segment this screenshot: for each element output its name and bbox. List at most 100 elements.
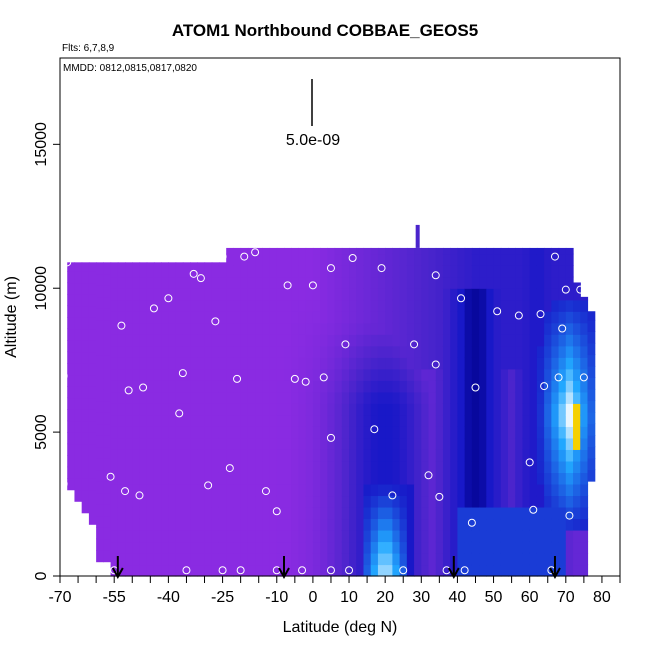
field-cell	[103, 388, 112, 402]
field-cell	[558, 334, 567, 347]
field-cell	[255, 414, 263, 427]
field-cell	[110, 334, 119, 347]
field-cell	[139, 299, 148, 312]
field-cell	[240, 449, 249, 462]
field-cell	[312, 322, 321, 335]
field-cell	[139, 265, 148, 278]
field-cell	[67, 386, 76, 399]
field-cell	[284, 437, 292, 450]
field-cell	[103, 538, 112, 551]
field-cell	[284, 357, 292, 370]
field-cell	[197, 334, 206, 347]
field-cell	[471, 414, 480, 427]
field-cell	[327, 334, 336, 347]
field-cell	[233, 322, 242, 335]
field-cell	[471, 265, 480, 278]
field-cell	[442, 247, 451, 255]
field-cell	[457, 288, 466, 301]
field-cell	[255, 334, 263, 347]
sample-point	[139, 383, 148, 392]
field-cell	[190, 483, 198, 497]
sample-point	[457, 294, 466, 303]
field-cell	[110, 288, 119, 301]
field-cell	[211, 380, 220, 393]
field-cell	[341, 311, 350, 324]
field-cell	[558, 247, 567, 255]
field-cell	[327, 322, 336, 335]
field-cell	[515, 529, 524, 543]
field-cell	[385, 564, 393, 577]
field-cell	[442, 483, 451, 497]
field-cell	[240, 322, 249, 335]
field-cell	[565, 334, 574, 347]
field-cell	[580, 391, 589, 404]
field-cell	[421, 357, 430, 370]
field-cell	[334, 265, 343, 278]
field-cell	[204, 345, 213, 358]
field-cell	[153, 288, 162, 301]
field-cell	[146, 334, 155, 347]
field-cell	[536, 460, 545, 473]
field-cell	[211, 357, 220, 370]
field-cell	[334, 552, 343, 566]
field-cell	[486, 552, 495, 566]
sample-point	[63, 258, 72, 267]
field-cell	[153, 380, 162, 393]
field-cell	[132, 391, 141, 404]
field-cell	[392, 311, 401, 324]
field-cell	[421, 334, 430, 347]
field-cell	[341, 380, 350, 393]
field-cell	[385, 518, 393, 531]
field-cell	[312, 380, 321, 393]
field-cell	[377, 403, 386, 416]
field-cell	[392, 334, 401, 347]
field-cell	[334, 299, 343, 312]
field-cell	[117, 345, 126, 358]
field-cell	[392, 247, 401, 255]
field-cell	[558, 322, 567, 335]
field-cell	[312, 472, 321, 485]
field-cell	[341, 247, 350, 255]
x-tick-label: -25	[211, 589, 234, 606]
field-cell	[262, 299, 271, 312]
field-cell	[435, 288, 444, 301]
field-cell	[370, 247, 379, 255]
field-cell	[320, 414, 328, 427]
field-cell	[298, 345, 307, 358]
field-cell	[457, 403, 466, 416]
field-cell	[479, 518, 487, 531]
field-cell	[291, 437, 300, 450]
field-cell	[161, 357, 169, 370]
field-cell	[146, 322, 155, 335]
field-cell	[211, 541, 220, 554]
field-cell	[211, 518, 220, 531]
field-cell	[349, 247, 357, 255]
field-cell	[363, 322, 372, 335]
x-tick-label: 40	[449, 589, 467, 606]
field-cell	[370, 357, 379, 370]
field-cell	[320, 265, 328, 278]
field-cell	[558, 368, 567, 381]
field-cell	[421, 449, 430, 462]
field-cell	[421, 311, 430, 324]
field-cell	[442, 437, 451, 450]
field-cell	[551, 483, 560, 497]
field-cell	[500, 483, 509, 497]
field-cell	[240, 311, 249, 324]
field-cell	[262, 552, 271, 566]
field-cell	[305, 483, 314, 497]
field-cell	[218, 299, 227, 312]
field-cell	[356, 357, 365, 370]
field-cell	[197, 483, 206, 497]
field-cell	[450, 380, 459, 393]
field-cell	[428, 472, 437, 485]
field-cell	[587, 377, 596, 390]
field-cell	[276, 247, 285, 255]
field-cell	[442, 403, 451, 416]
field-cell	[471, 506, 480, 520]
field-cell	[406, 288, 415, 301]
field-cell	[341, 460, 350, 473]
field-cell	[298, 495, 307, 508]
field-cell	[580, 529, 589, 543]
field-cell	[486, 380, 495, 393]
